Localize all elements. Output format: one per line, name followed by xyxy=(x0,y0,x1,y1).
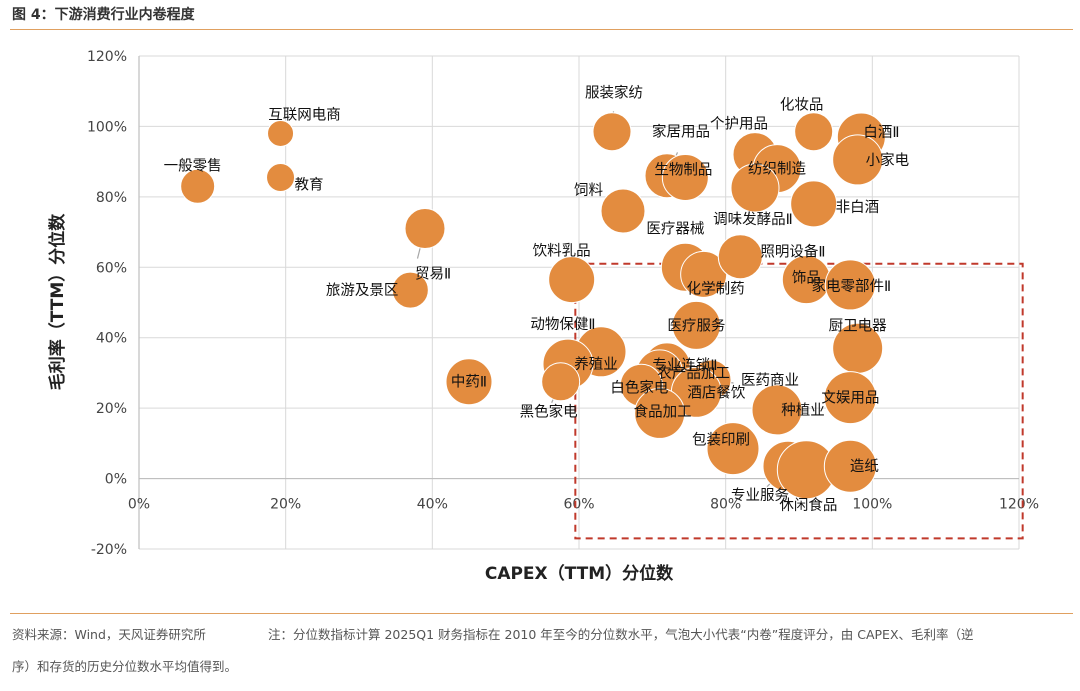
point-label: 黑色家电 xyxy=(520,404,578,421)
point-label: 饮料乳品 xyxy=(533,243,591,260)
y-tick-label: 60% xyxy=(96,260,127,276)
point-label: 调味发酵品Ⅱ xyxy=(713,211,793,228)
bubble xyxy=(730,163,780,213)
point-label: 教育 xyxy=(295,176,324,193)
x-tick-label: 40% xyxy=(417,497,448,513)
bubble xyxy=(180,168,216,204)
point-label: 小家电 xyxy=(866,152,910,169)
point-label: 专业服务 xyxy=(731,487,789,504)
point-label: 食品加工 xyxy=(634,403,692,420)
x-tick-label: 20% xyxy=(270,497,301,513)
point-label: 互联网电商 xyxy=(268,106,341,123)
y-tick-label: 80% xyxy=(96,190,127,206)
point-label: 文娱用品 xyxy=(821,390,879,407)
point-label: 饲料 xyxy=(574,182,603,199)
x-axis-title: CAPEX（TTM）分位数 xyxy=(485,563,674,584)
point-label: 旅游及景区 xyxy=(326,282,399,299)
bubble xyxy=(823,371,877,425)
bubbles xyxy=(180,112,886,500)
point-label: 专业连锁Ⅱ xyxy=(652,357,717,374)
x-tick-label: 120% xyxy=(999,497,1039,513)
top-divider xyxy=(10,29,1073,30)
note-text-line1: 注：分位数指标计算 2025Q1 财务指标在 2010 年至今的分位数水平，气泡… xyxy=(268,627,974,642)
point-label: 纺织制造 xyxy=(748,161,806,178)
bubble xyxy=(790,180,838,228)
bubble xyxy=(391,271,429,309)
bottom-divider xyxy=(10,613,1073,614)
point-label: 非白酒 xyxy=(836,199,880,216)
point-label: 白酒Ⅱ xyxy=(863,124,899,141)
y-tick-label: 0% xyxy=(105,472,127,488)
figure-title: 图 4：下游消费行业内卷程度 xyxy=(12,7,195,23)
bubble xyxy=(548,256,596,304)
point-label: 家电零部件Ⅱ xyxy=(812,278,892,295)
x-tick-label: 100% xyxy=(852,497,892,513)
bubble xyxy=(600,188,646,234)
point-label: 中药Ⅱ xyxy=(451,374,487,391)
point-label: 厨卫电器 xyxy=(829,317,887,334)
bubble xyxy=(794,112,834,152)
x-tick-labels: 0% 20% 40% 60% 80% 100% 120% xyxy=(128,497,1039,513)
point-label: 照明设备Ⅱ xyxy=(760,244,825,261)
bubble xyxy=(661,153,709,201)
note-text-line2: 序）和存货的历史分位数水平均值得到。 xyxy=(12,659,238,674)
point-label: 家居用品 xyxy=(652,124,710,141)
point-label: 白色家电 xyxy=(610,379,668,396)
x-tick-label: 60% xyxy=(563,497,594,513)
point-label: 医药商业 xyxy=(741,372,799,389)
bubble xyxy=(266,162,296,192)
y-tick-label: 120% xyxy=(87,49,127,65)
bubble xyxy=(751,384,803,436)
bubble xyxy=(823,439,877,493)
bubble xyxy=(671,300,721,350)
point-label: 医疗服务 xyxy=(667,317,725,334)
point-label: 一般零售 xyxy=(164,157,222,174)
point-label: 医疗器械 xyxy=(646,220,704,237)
point-label: 农产品加工 xyxy=(657,365,730,382)
y-tick-label: 40% xyxy=(96,331,127,347)
bubble xyxy=(541,362,581,402)
point-label: 化学制药 xyxy=(687,280,745,297)
y-tick-label: -20% xyxy=(91,542,127,558)
x-tick-label: 0% xyxy=(128,497,150,513)
point-label: 贸易Ⅱ xyxy=(415,266,451,283)
bubble xyxy=(404,208,446,250)
point-label: 包装印刷 xyxy=(692,432,750,449)
y-tick-label: 100% xyxy=(87,119,127,135)
bubble xyxy=(592,112,632,152)
point-label: 化妆品 xyxy=(780,97,824,114)
point-label: 造纸 xyxy=(850,458,879,475)
source-text: 资料来源：Wind，天风证券研究所 xyxy=(12,627,206,642)
point-label: 动物保健Ⅱ xyxy=(530,316,595,333)
point-label: 休闲食品 xyxy=(779,497,837,514)
point-label: 种植业 xyxy=(781,402,825,419)
y-tick-label: 20% xyxy=(96,401,127,417)
point-label: 个护用品 xyxy=(710,116,768,133)
y-axis-title: 毛利率（TTM）分位数 xyxy=(47,213,68,390)
bubble xyxy=(445,358,493,406)
bubble xyxy=(832,134,884,186)
point-label: 酒店餐饮 xyxy=(687,384,745,401)
bubble xyxy=(824,259,876,311)
bubble xyxy=(267,119,295,147)
point-label: 养殖业 xyxy=(574,356,618,373)
bubble xyxy=(717,234,763,280)
point-label: 服装家纺 xyxy=(585,85,643,102)
point-label: 饰品 xyxy=(792,270,821,287)
y-tick-labels: 120% 100% 80% 60% 40% 20% 0% -20% xyxy=(87,49,127,558)
bubble xyxy=(634,387,686,439)
bubble xyxy=(706,422,760,476)
x-tick-label: 80% xyxy=(710,497,741,513)
point-label: 生物制品 xyxy=(654,161,712,178)
